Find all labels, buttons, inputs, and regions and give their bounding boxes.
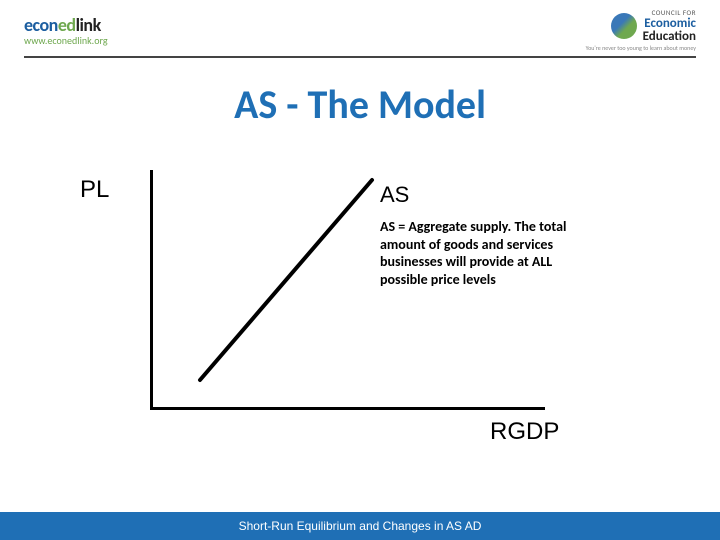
as-definition: AS = Aggregate supply. The total amount …	[380, 218, 590, 288]
cee-tagline: You're never too young to learn about mo…	[586, 44, 696, 52]
x-axis	[150, 407, 545, 410]
header-divider	[24, 56, 696, 58]
footer-text: Short-Run Equilibrium and Changes in AS …	[239, 519, 482, 533]
header: econedlink www.econedlink.org COUNCIL FO…	[0, 0, 720, 56]
brand-ed: ed	[58, 14, 76, 36]
brand-link: link	[76, 14, 101, 36]
page-title: AS - The Model	[0, 80, 720, 129]
globe-icon	[611, 13, 637, 39]
footer-bar: Short-Run Equilibrium and Changes in AS …	[0, 512, 720, 540]
y-axis	[150, 170, 153, 410]
logo-econedlink: econedlink www.econedlink.org	[24, 14, 108, 47]
y-axis-label: PL	[80, 176, 109, 204]
brand-econ: econ	[24, 14, 58, 36]
curve-label: AS	[380, 182, 409, 208]
cee-line2: Education	[643, 30, 696, 43]
logo-cee: COUNCIL FOR Economic Education You're ne…	[586, 8, 696, 52]
as-chart: PL AS AS = Aggregate supply. The total a…	[80, 170, 640, 450]
x-axis-label: RGDP	[490, 418, 559, 446]
brand-url: www.econedlink.org	[24, 34, 108, 47]
